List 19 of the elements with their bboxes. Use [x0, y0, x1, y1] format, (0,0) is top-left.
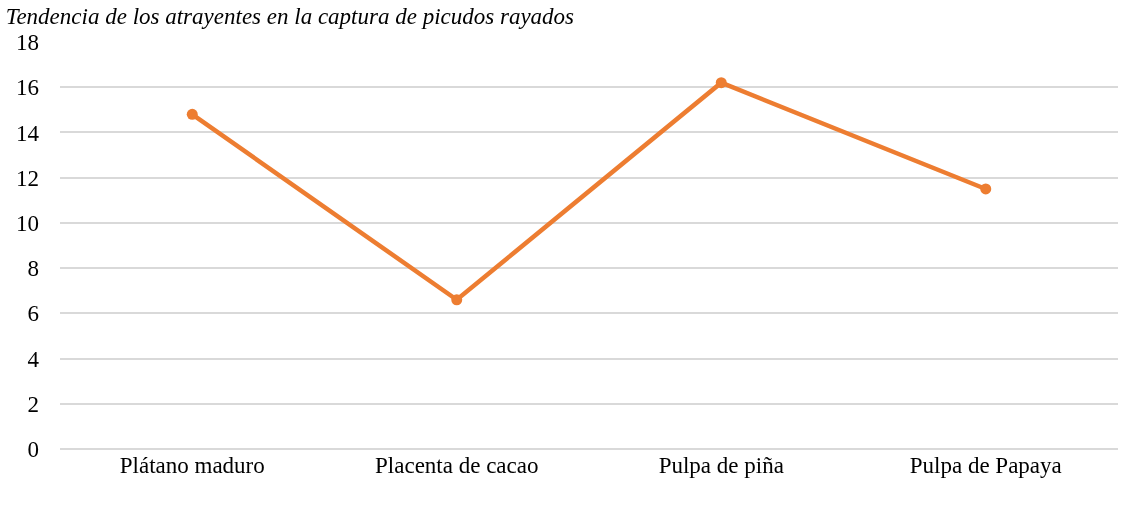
y-tick-label: 2 [27, 391, 39, 417]
x-tick-label: Plátano maduro [119, 453, 265, 478]
y-tick-label: 6 [27, 301, 39, 327]
y-tick-label: 12 [16, 165, 39, 191]
point [980, 183, 992, 195]
y-tick-label: 16 [16, 75, 39, 101]
y-tick-label: 4 [27, 346, 40, 372]
point [186, 108, 198, 120]
x-tick-label: Pulpa de Papaya [909, 453, 1062, 478]
chart-title: Tendencia de los atrayentes en la captura de picudos rayados [5, 3, 575, 29]
point [451, 294, 463, 306]
x-tick-label: Placenta de cacao [375, 453, 539, 478]
x-tick-label: Pulpa de piña [658, 453, 784, 478]
y-tick-label: 8 [27, 256, 39, 282]
y-tick-label: 18 [16, 30, 39, 56]
point [715, 77, 727, 89]
y-tick-label: 10 [16, 210, 39, 236]
y-tick-label: 0 [27, 437, 39, 463]
y-tick-label: 14 [16, 120, 40, 146]
